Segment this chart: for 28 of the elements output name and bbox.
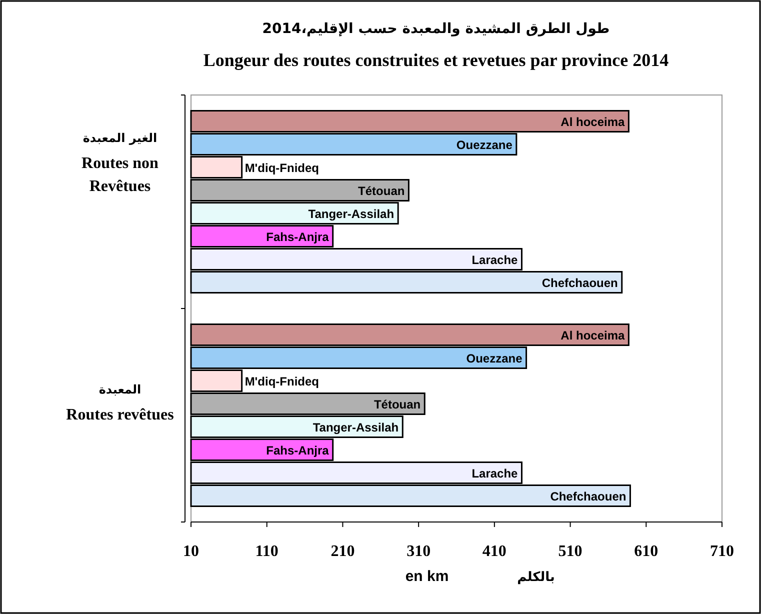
x-axis-title: en km	[405, 568, 449, 585]
x-tick-label: 710	[710, 543, 734, 560]
series-label: Tétouan	[358, 184, 405, 198]
series-label: Tanger-Assilah	[308, 206, 394, 221]
series-label: Al hoceima	[560, 114, 626, 129]
text: Al hoceima	[560, 328, 625, 342]
text: Chefchaouen	[550, 489, 626, 504]
series-label: Chefchaouen	[542, 276, 618, 290]
x-tick-label: 110	[255, 543, 278, 560]
x-tick-label: 310	[406, 543, 431, 560]
x-tick-label: 10	[183, 543, 199, 560]
text: Larache	[472, 466, 518, 480]
x-tick-label: 410	[482, 543, 506, 560]
x-tick-label: 210	[330, 543, 355, 560]
text: M'diq-Fnideq	[244, 374, 319, 388]
text: Ouezzane	[466, 351, 522, 366]
chart-subtitle: Longeur des routes construites et revetues par province 2014	[203, 50, 669, 70]
series-label: M'diq-Fnideq	[244, 160, 319, 175]
text: Fahs-Anjra	[266, 443, 329, 458]
series-label: Larache	[472, 252, 518, 267]
series-label: Ouezzane	[456, 138, 513, 152]
chart-title: طول الطرق المشيدة والمعبدة حسب الإقليم،2014	[262, 21, 610, 37]
text: Tanger-Assilah	[312, 420, 399, 434]
x-tick-label: 610	[634, 543, 658, 560]
x-tick-label: 510	[558, 543, 582, 560]
text: Tétouan	[374, 397, 421, 412]
series-label: Fahs-Anjra	[266, 230, 330, 244]
text: بالكلم	[517, 570, 555, 585]
